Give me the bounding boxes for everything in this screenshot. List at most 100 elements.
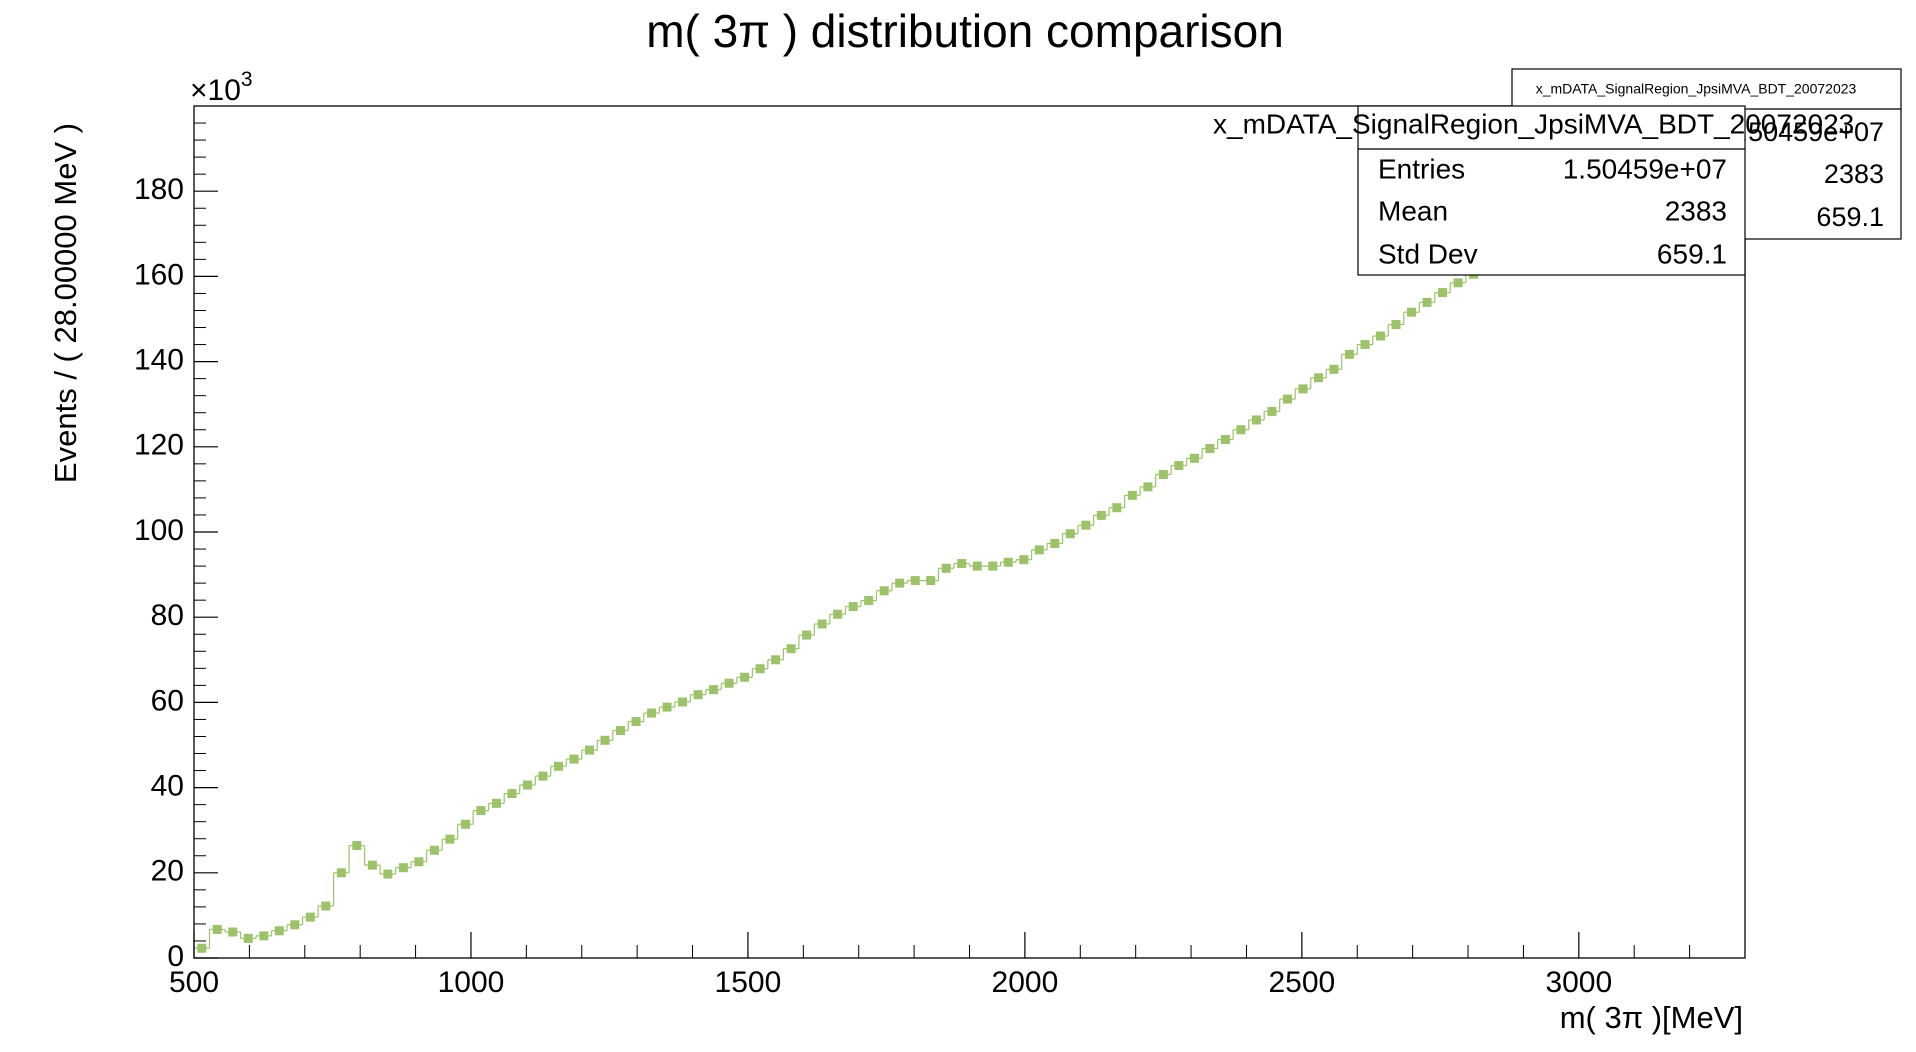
bin-marker [647, 708, 657, 718]
bin-marker [212, 924, 222, 934]
bin-marker [1143, 482, 1153, 492]
y-multiplier-base: ×10 [190, 74, 241, 107]
bin-marker [616, 726, 626, 736]
plot-area: 0 20 40 60 80 100 120 140 160 180 500 1000 1500 2000 2… [134, 105, 1746, 999]
bin-marker [1407, 307, 1417, 317]
stats-box [1357, 105, 1746, 276]
bin-marker [1344, 349, 1354, 359]
bin-marker [1391, 320, 1401, 330]
y-tick-label: 100 [134, 514, 184, 547]
bin-marker [910, 576, 920, 586]
bin-marker [274, 926, 284, 936]
bin-marker [507, 789, 517, 799]
bin-marker [1189, 453, 1199, 463]
y-multiplier-exponent: 3 [241, 68, 253, 91]
bin-marker [1422, 297, 1432, 307]
y-tick-label: 140 [134, 344, 184, 377]
y-tick-label: 40 [151, 770, 184, 803]
bin-marker [585, 745, 595, 755]
bin-marker [445, 834, 455, 844]
bin-marker [1174, 461, 1184, 471]
bin-marker [1298, 384, 1308, 394]
y-multiplier: ×103 [190, 68, 253, 107]
bin-marker [243, 933, 253, 943]
stats-label: Mean [1378, 195, 1448, 226]
bin-marker [631, 717, 641, 727]
bin-marker [879, 586, 889, 596]
bin-marker [367, 860, 377, 870]
stats-label: Std Dev [1378, 238, 1478, 269]
bin-marker [290, 920, 300, 930]
stats-label: Entries [1378, 153, 1465, 184]
bin-marker [336, 868, 346, 878]
stats-value: 2383 [1824, 159, 1884, 189]
stats-value: 1.50459e+07 [1563, 153, 1727, 184]
x-tick-label: 2500 [1268, 966, 1335, 999]
bin-marker [802, 630, 812, 640]
bin-marker [1236, 425, 1246, 435]
bin-marker [460, 819, 470, 829]
y-tick-label: 80 [151, 599, 184, 632]
bin-marker [1267, 406, 1277, 416]
stats-value: 659.1 [1816, 202, 1884, 232]
bin-marker [1158, 469, 1168, 479]
bin-marker [522, 780, 532, 790]
bin-marker [1019, 555, 1029, 565]
bin-marker [398, 863, 408, 873]
stats-value: 2383 [1665, 195, 1727, 226]
x-axis-label: m( 3π )[MeV] [1560, 1000, 1743, 1035]
bin-marker [429, 845, 439, 855]
y-axis-label: Events / ( 28.00000 MeV ) [48, 123, 83, 483]
bin-marker [1251, 415, 1261, 425]
bin-marker [740, 672, 750, 682]
bin-marker [305, 912, 315, 922]
bin-marker [848, 602, 858, 612]
bin-marker [414, 857, 424, 867]
bin-marker [1065, 529, 1075, 539]
bin-marker [662, 702, 672, 712]
y-tick-label: 180 [134, 173, 184, 206]
bin-marker [926, 576, 936, 586]
bin-marker [957, 559, 967, 569]
bin-marker [1096, 510, 1106, 520]
frame [193, 105, 1746, 959]
bin-marker [197, 943, 207, 953]
y-tick-label: 20 [151, 855, 184, 888]
x-tick-label: 500 [169, 966, 219, 999]
y-tick-label: 60 [151, 684, 184, 717]
bin-marker [786, 644, 796, 654]
y-tick-label: 0 [167, 940, 184, 973]
y-tick-label: 160 [134, 258, 184, 291]
bin-marker [1081, 520, 1091, 530]
bin-marker [491, 798, 501, 808]
bin-marker [321, 901, 331, 911]
bin-marker [1329, 364, 1339, 374]
bin-marker [724, 678, 734, 688]
stats-value: 1.50459e+07 [1726, 117, 1884, 147]
bin-marker [383, 869, 393, 879]
stats-title: x_mDATA_SignalRegion_JpsiMVA_BDT_2007202… [1213, 108, 1854, 139]
stats-value: 659.1 [1657, 238, 1727, 269]
bin-marker [941, 563, 951, 573]
bin-marker [259, 931, 269, 941]
x-tick-label: 3000 [1545, 966, 1612, 999]
bin-marker [1034, 545, 1044, 555]
bin-marker [1112, 503, 1122, 513]
bin-marker [1127, 490, 1137, 500]
bin-marker [1313, 373, 1323, 383]
bin-marker [895, 578, 905, 588]
bin-marker [538, 771, 548, 781]
bin-marker [476, 806, 486, 816]
bin-marker [833, 609, 843, 619]
bin-marker [1003, 557, 1013, 567]
bin-marker [553, 761, 563, 771]
bin-marker [1360, 340, 1370, 350]
stats-area: x_mDATA_SignalRegion_JpsiMVA_BDT_2007202… [1213, 68, 1902, 276]
y-tick-label: 120 [134, 429, 184, 462]
bin-marker [352, 841, 362, 851]
bin-marker [988, 561, 998, 571]
bin-marker [569, 754, 579, 764]
bin-marker [1453, 278, 1463, 288]
